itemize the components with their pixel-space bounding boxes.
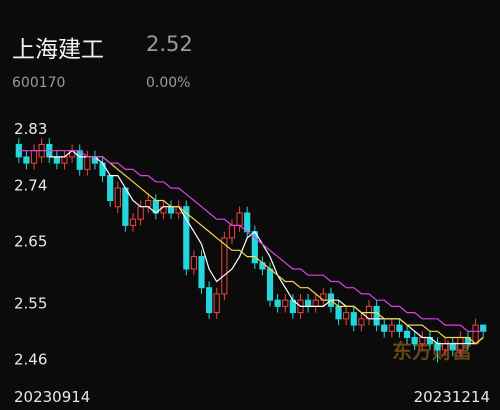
stock-name: 上海建工	[12, 37, 104, 63]
candle-body	[472, 324, 479, 345]
candle-body	[213, 293, 220, 314]
candle-body	[206, 287, 213, 314]
candle-body	[30, 150, 38, 164]
stock-change: 0.00%	[146, 75, 191, 91]
candle-body	[304, 299, 312, 307]
candle-body	[84, 156, 91, 170]
candle-body	[358, 318, 365, 326]
candle-body	[434, 343, 441, 351]
candle-body	[381, 324, 388, 332]
ma-line	[18, 150, 484, 332]
x-tick-label: 20230914	[14, 388, 90, 406]
candle-body	[228, 224, 236, 239]
candle-body	[442, 343, 449, 351]
candle-body	[388, 324, 395, 332]
candle-body	[403, 330, 411, 339]
candle-body	[373, 305, 380, 326]
candle-body	[335, 305, 342, 320]
candle-body	[350, 312, 357, 326]
y-tick-label: 2.83	[14, 120, 47, 138]
candle-body	[145, 200, 152, 208]
candle-body	[61, 156, 68, 164]
ma-line	[87, 156, 484, 345]
candle-body	[274, 299, 281, 307]
candle-body	[107, 175, 114, 202]
stock-code: 600170	[12, 75, 66, 91]
candle-body	[449, 343, 456, 351]
y-tick-label: 2.46	[14, 351, 47, 369]
y-tick-label: 2.65	[14, 232, 47, 250]
candle-body	[129, 218, 137, 226]
candle-body	[190, 256, 198, 270]
y-tick-label: 2.74	[14, 176, 47, 194]
candle-body	[167, 206, 175, 214]
candle-body	[266, 268, 274, 301]
candle-body	[198, 256, 205, 289]
stock-price: 2.52	[146, 32, 193, 56]
candle-body	[480, 324, 487, 332]
candle-body	[122, 187, 129, 226]
candle-body	[137, 206, 144, 220]
candle-body	[23, 156, 30, 164]
candle-body	[411, 337, 418, 345]
candle-body	[53, 156, 60, 164]
x-tick-label: 20231214	[414, 388, 490, 406]
candle-body	[419, 337, 426, 345]
candle-body	[282, 299, 289, 307]
candle-body	[114, 187, 121, 208]
candle-body	[244, 212, 251, 233]
y-tick-label: 2.55	[14, 295, 47, 313]
candle-body	[183, 206, 190, 270]
candle-body	[396, 324, 403, 332]
ma-line	[49, 149, 484, 345]
candle-body	[343, 312, 350, 320]
candle-body	[312, 299, 319, 307]
candle-body	[76, 150, 83, 170]
candle-body	[236, 212, 243, 226]
candle-body	[221, 237, 228, 295]
